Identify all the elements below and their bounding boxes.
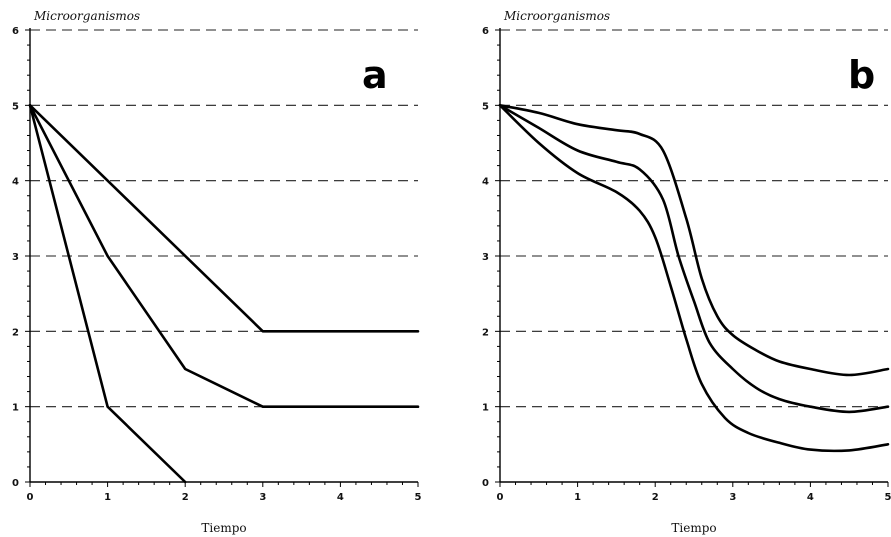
y-tick-label: 0 bbox=[482, 478, 489, 489]
x-axis-label: Tiempo bbox=[201, 521, 246, 535]
x-tick-label: 1 bbox=[104, 492, 111, 503]
y-tick-label: 4 bbox=[482, 177, 489, 188]
x-tick-label: 2 bbox=[182, 492, 189, 503]
y-tick-label: 2 bbox=[12, 327, 19, 338]
panel-letter: a bbox=[362, 53, 388, 97]
series-line-1 bbox=[28, 104, 420, 333]
y-tick-label: 6 bbox=[12, 26, 19, 37]
y-tick-label: 5 bbox=[482, 101, 489, 112]
series-line-3 bbox=[498, 104, 890, 453]
y-tick-label: 1 bbox=[482, 403, 489, 414]
x-tick-label: 3 bbox=[729, 492, 736, 503]
x-tick-label: 4 bbox=[807, 492, 814, 503]
x-tick-label: 2 bbox=[652, 492, 659, 503]
series-line-3 bbox=[28, 104, 187, 484]
x-tick-label: 5 bbox=[885, 492, 891, 503]
y-tick-label: 5 bbox=[12, 101, 19, 112]
x-axis-label: Tiempo bbox=[671, 521, 716, 535]
panel-letter: b bbox=[848, 53, 875, 97]
x-tick-label: 5 bbox=[415, 492, 422, 503]
chart-title: Microorganismos bbox=[33, 9, 140, 23]
y-tick-label: 1 bbox=[12, 403, 19, 414]
chart-panel-b: Microorganismos Tiempo b 0 1 2 3 4 5 6 0 1 2 3 4 5 bbox=[482, 9, 891, 535]
series-line-2 bbox=[28, 104, 420, 408]
y-tick-label: 2 bbox=[482, 327, 489, 338]
x-tick-label: 3 bbox=[259, 492, 266, 503]
x-tick-label: 1 bbox=[574, 492, 581, 503]
chart-panel-a: Microorganismos Tiempo a 0 1 2 3 4 5 6 0 1 2 3 4 5 bbox=[12, 9, 421, 535]
y-tick-label: 4 bbox=[12, 177, 19, 188]
series-line-2 bbox=[498, 104, 890, 414]
chart-title: Microorganismos bbox=[503, 9, 610, 23]
x-tick-label: 0 bbox=[27, 492, 34, 503]
y-tick-label: 6 bbox=[482, 26, 489, 37]
series-line-1 bbox=[498, 104, 890, 377]
y-tick-label: 0 bbox=[12, 478, 19, 489]
x-tick-label: 4 bbox=[337, 492, 344, 503]
y-tick-label: 3 bbox=[12, 252, 19, 263]
y-tick-label: 3 bbox=[482, 252, 489, 263]
x-tick-label: 0 bbox=[497, 492, 504, 503]
